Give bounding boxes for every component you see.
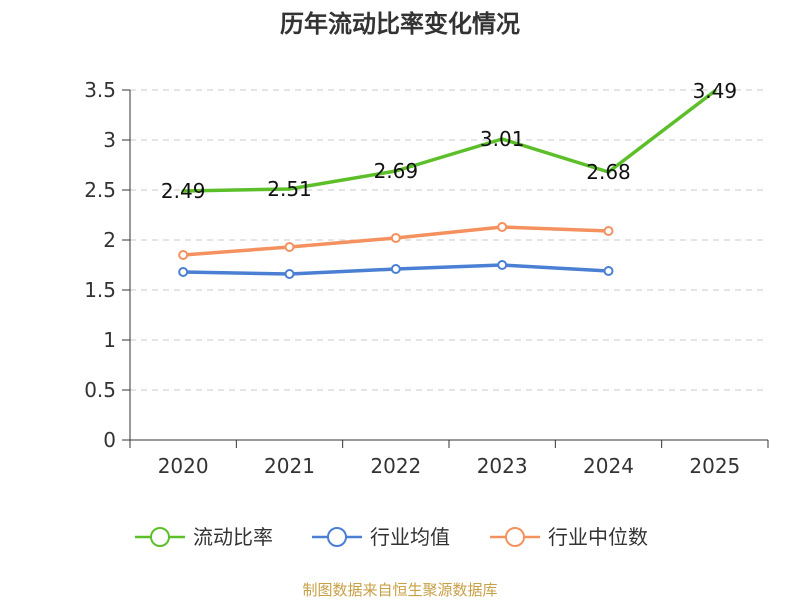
- y-tick-label-1: 0.5: [84, 378, 116, 402]
- data-point-2-2024: [603, 226, 614, 236]
- data-point-2-2021: [284, 242, 295, 252]
- axes: 0 0.5 1 1.5 2 2.5 3 3.5 2020 2021 2022 2023 2024 2025: [84, 78, 769, 478]
- x-tick-label-2023: 2023: [477, 454, 528, 478]
- series-line-0: [181, 89, 717, 193]
- y-tick-label-7: 3.5: [84, 78, 116, 102]
- legend-label-2: 行业中位数: [548, 525, 648, 549]
- legend-label-0: 流动比率: [193, 525, 273, 549]
- data-point-1-2022: [390, 264, 401, 274]
- data-point-1-2024: [603, 266, 614, 276]
- y-tick-label-4: 2: [103, 228, 116, 252]
- data-point-2-2022: [390, 233, 401, 243]
- data-point-1-2021: [284, 269, 295, 279]
- data-label-2024: 2.68: [586, 160, 631, 184]
- legend: 流动比率 行业均值 行业中位数: [135, 525, 648, 549]
- x-tick-label-2020: 2020: [158, 454, 209, 478]
- source-note: 制图数据来自恒生聚源数据库: [302, 581, 497, 599]
- legend-marker-2: [505, 527, 525, 547]
- x-tick-label-2022: 2022: [370, 454, 421, 478]
- x-tick-label-2025: 2025: [689, 454, 740, 478]
- grid: [130, 89, 768, 391]
- legend-marker-1: [327, 527, 347, 547]
- series-layer: [178, 89, 717, 279]
- legend-marker-0: [150, 527, 170, 547]
- legend-label-1: 行业均值: [370, 525, 450, 549]
- data-labels: 2.49 2.51 2.69 3.01 2.68 3.49: [161, 79, 737, 203]
- data-label-2023: 3.01: [480, 127, 525, 151]
- y-tick-label-0: 0: [103, 428, 116, 452]
- data-label-2021: 2.51: [267, 177, 312, 201]
- data-point-2-2023: [497, 222, 508, 232]
- data-label-2020: 2.49: [161, 179, 206, 203]
- x-tick-label-2024: 2024: [583, 454, 634, 478]
- y-tick-label-2: 1: [103, 328, 116, 352]
- y-tick-label-6: 3: [103, 128, 116, 152]
- data-point-1-2020: [178, 267, 189, 277]
- data-point-1-2023: [497, 260, 508, 270]
- x-tick-label-2021: 2021: [264, 454, 315, 478]
- y-tick-label-5: 2.5: [84, 178, 116, 202]
- data-point-2-2020: [178, 250, 189, 260]
- data-label-2022: 2.69: [374, 159, 419, 183]
- y-tick-label-3: 1.5: [84, 278, 116, 302]
- chart-title: 历年流动比率变化情况: [280, 10, 520, 38]
- data-label-2025: 3.49: [693, 79, 738, 103]
